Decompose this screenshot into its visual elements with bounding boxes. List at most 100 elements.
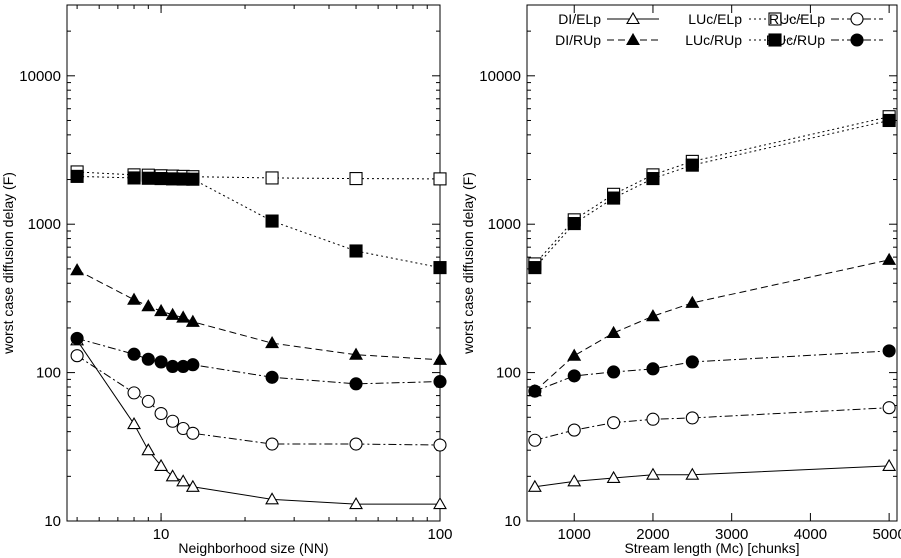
data-point — [349, 377, 363, 391]
series-ruc-elp — [70, 349, 447, 452]
x-tick-label: 3000 — [715, 526, 748, 543]
data-point — [882, 252, 897, 265]
series-di-rup — [70, 263, 447, 365]
data-point — [185, 479, 200, 492]
data-point — [567, 348, 582, 361]
data-point — [349, 437, 363, 451]
x-tick-label: 10 — [153, 526, 170, 543]
series-di-rup — [527, 252, 897, 397]
data-point — [165, 469, 180, 482]
data-point — [265, 492, 280, 505]
data-point — [433, 261, 447, 275]
data-point — [154, 172, 168, 186]
legend-marker — [768, 12, 782, 26]
data-point — [567, 217, 581, 231]
x-tick-label: 5000 — [872, 526, 901, 543]
data-point — [685, 295, 700, 308]
series-line — [76, 337, 441, 385]
data-point — [176, 310, 191, 323]
data-point — [70, 169, 84, 183]
data-point — [349, 347, 363, 360]
data-point — [141, 443, 156, 456]
series-luc-rup — [528, 113, 896, 275]
data-point — [185, 314, 200, 327]
legend-label: RUc/RUp — [766, 32, 825, 48]
data-point — [154, 458, 169, 471]
data-point — [528, 384, 542, 398]
x-tick-label: 100 — [427, 526, 452, 543]
data-point — [127, 386, 141, 400]
data-point — [527, 479, 542, 492]
legend-marker — [626, 11, 640, 25]
data-point — [433, 496, 447, 510]
data-point — [646, 172, 660, 186]
series-line — [534, 119, 890, 268]
data-point — [882, 458, 897, 471]
legend-label: DI/RUp — [555, 32, 601, 48]
data-point — [265, 171, 279, 185]
data-point — [646, 467, 660, 480]
data-point — [349, 244, 363, 258]
series-ruc-rup — [70, 331, 447, 391]
data-point — [433, 172, 447, 186]
y-tick-label: 10 — [504, 513, 521, 530]
legend-label: RUc/ELp — [769, 11, 825, 27]
data-point — [685, 467, 700, 480]
data-point — [154, 355, 168, 369]
x-tick-label: 4000 — [794, 526, 827, 543]
data-point — [433, 352, 447, 365]
series-luc-elp — [70, 165, 447, 186]
data-point — [607, 416, 621, 430]
data-point — [265, 336, 280, 349]
y-tick-label: 10 — [44, 513, 61, 530]
legend-marker — [850, 12, 864, 26]
data-point — [265, 214, 279, 228]
data-point — [186, 172, 200, 186]
series-ruc-rup — [528, 344, 896, 398]
data-point — [433, 438, 447, 452]
plot-frame — [66, 4, 441, 522]
y-tick-label: 10000 — [19, 68, 61, 85]
data-point — [567, 369, 581, 383]
data-point — [607, 191, 621, 205]
data-point — [265, 370, 279, 384]
series-line — [534, 259, 890, 392]
data-point — [433, 375, 447, 389]
y-tick-label: 100 — [496, 365, 521, 382]
left-chart: 10 100 1000 10000 10 100 Neighborhood size (NN… — [0, 4, 453, 556]
data-point — [349, 172, 363, 186]
data-point — [685, 158, 699, 172]
data-point — [186, 358, 200, 372]
x-axis-label: Neighborhood size (NN) — [178, 540, 328, 556]
data-point — [154, 303, 169, 317]
data-point — [646, 309, 660, 322]
data-point — [154, 406, 168, 421]
data-point — [165, 307, 180, 320]
right-chart: 10 100 1000 10000 1000 2000 3000 4000 5000 Stream… — [460, 4, 901, 556]
y-axis-label: worst case diffusion delay (F) — [0, 172, 16, 355]
series-line — [534, 407, 890, 441]
legend-marker — [626, 32, 640, 46]
y-tick-label: 1000 — [488, 216, 521, 233]
data-point — [607, 365, 621, 379]
data-point — [70, 331, 84, 345]
legend-label: DI/ELp — [558, 11, 601, 27]
y-axis-label: worst case diffusion delay (F) — [460, 172, 476, 355]
data-point — [646, 362, 660, 376]
x-axis-label: Stream length (Mc) [chunks] — [624, 540, 799, 556]
series-di-elp — [70, 333, 447, 510]
series-luc-elp — [528, 110, 896, 271]
x-tick-label: 2000 — [636, 526, 669, 543]
series-di-elp — [527, 458, 897, 492]
data-point — [141, 394, 155, 408]
data-point — [882, 344, 896, 358]
data-point — [70, 349, 84, 363]
data-point — [685, 411, 699, 425]
series-line — [534, 350, 890, 392]
series-line — [534, 465, 890, 488]
data-point — [186, 426, 200, 440]
y-tick-label: 100 — [36, 365, 61, 382]
data-point — [646, 412, 660, 426]
plot-frame — [526, 4, 898, 522]
data-point — [141, 299, 156, 312]
